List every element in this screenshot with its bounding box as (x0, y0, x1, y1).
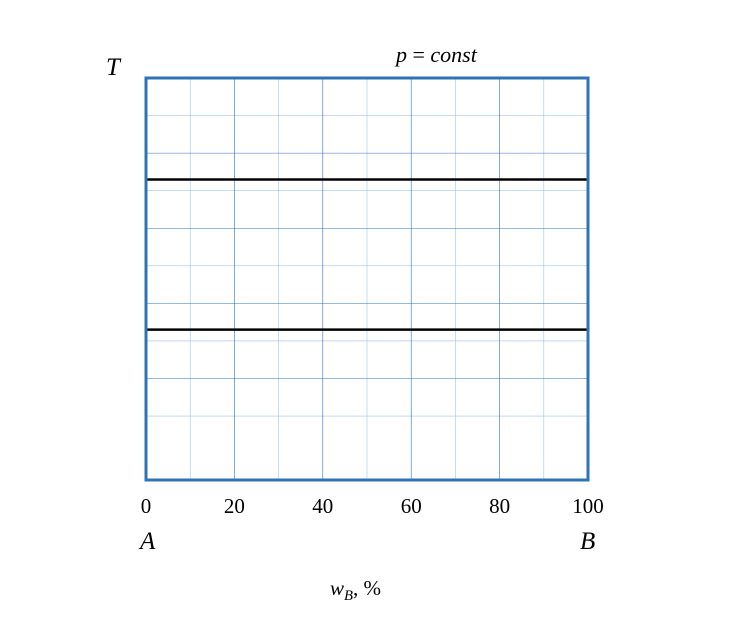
xtick-label: 80 (482, 494, 518, 519)
xaxis-label: wB, % (330, 576, 381, 605)
annotation-eq: = (407, 42, 430, 67)
xtick-label: 100 (570, 494, 606, 519)
xtick-label: 40 (305, 494, 341, 519)
plot-svg (0, 0, 734, 630)
yaxis-label: T (106, 54, 120, 82)
end-label-B-text: B (580, 528, 595, 555)
end-label-B: B (580, 528, 595, 556)
xtick-label: 0 (128, 494, 164, 519)
end-label-A: A (140, 528, 155, 556)
yaxis-label-text: T (106, 54, 120, 81)
xaxis-label-suffix: , % (353, 576, 381, 600)
annotation-const: const (430, 42, 476, 67)
xaxis-label-sub: B (344, 588, 353, 604)
annotation-pconst: p = const (396, 42, 477, 68)
xtick-label: 20 (216, 494, 252, 519)
phase-diagram-chart: T p = const 020406080100 A B wB, % (0, 0, 734, 630)
xtick-label: 60 (393, 494, 429, 519)
xaxis-label-w: w (330, 576, 344, 600)
end-label-A-text: A (140, 528, 155, 555)
annotation-p: p (396, 42, 407, 67)
